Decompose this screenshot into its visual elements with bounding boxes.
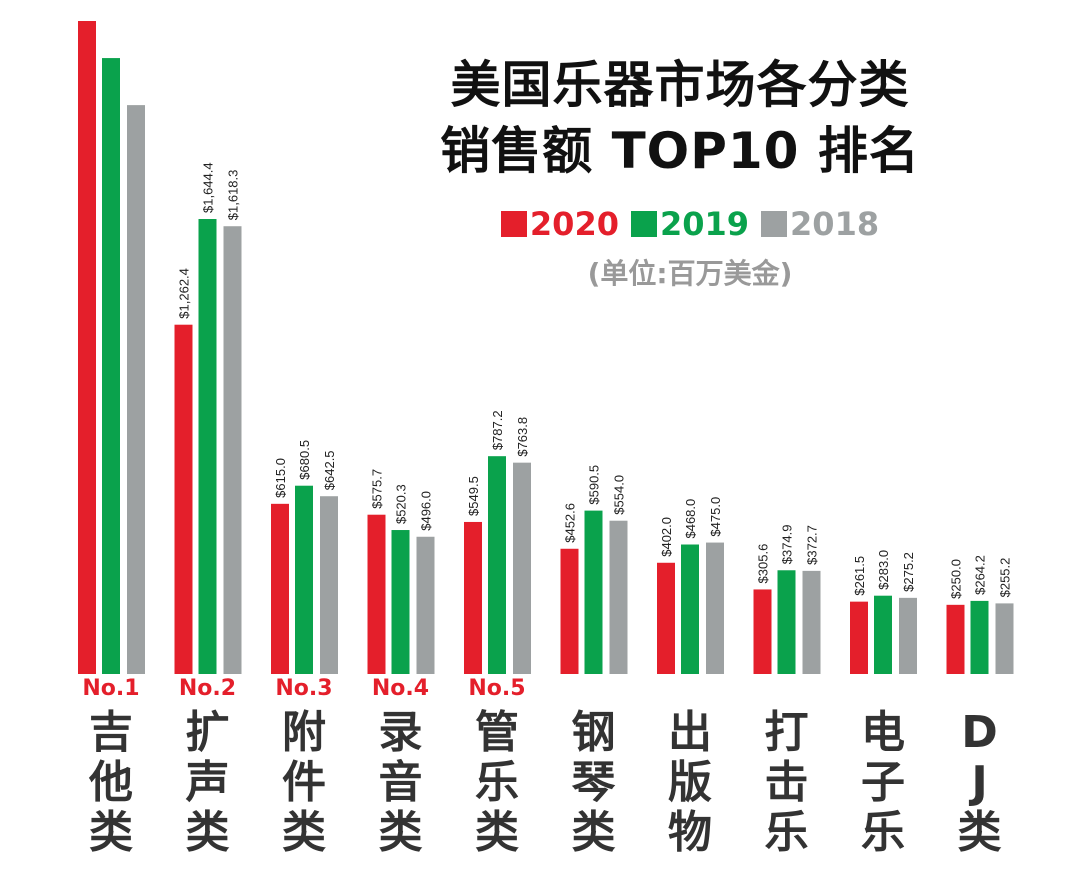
data-label: $590.5 <box>587 465 602 505</box>
rank-label: No.2 <box>178 676 237 701</box>
data-label: $255.2 <box>998 558 1013 598</box>
data-label: $402.0 <box>659 517 674 557</box>
bar-2018-2 <box>320 496 338 674</box>
bar-2018-6 <box>706 542 724 674</box>
bar-2019-4 <box>488 456 506 674</box>
bar-2019-3 <box>391 530 410 674</box>
bar-2020-2 <box>271 503 289 674</box>
data-label: $1,262.4 <box>177 268 192 319</box>
legend-item-2018: 2018 <box>761 205 879 243</box>
bar-2020-7 <box>753 589 772 674</box>
legend-swatch <box>500 211 527 237</box>
bar-2018-8 <box>899 597 917 674</box>
bar-2020-5 <box>560 548 579 674</box>
data-label: $468.0 <box>683 499 698 539</box>
bar-2020-8 <box>850 601 868 674</box>
bar-2019-1 <box>198 219 217 675</box>
data-label: $374.9 <box>780 525 795 565</box>
data-label: $554.0 <box>612 475 627 515</box>
legend-label: 2020 <box>529 205 619 243</box>
category-label: 吉他类 <box>89 707 133 858</box>
bar-2018-5 <box>609 520 628 674</box>
data-label: $1,644.4 <box>201 162 216 213</box>
bar-2019-0 <box>102 58 120 674</box>
data-label: $1,618.3 <box>226 170 241 221</box>
data-label: $261.5 <box>852 556 867 596</box>
bar-2020-1 <box>174 324 193 674</box>
bar-2018-3 <box>416 536 435 674</box>
rank-label: No.3 <box>275 676 333 701</box>
bar-2019-9 <box>970 600 989 674</box>
data-label: $763.8 <box>515 417 530 457</box>
rank-label: No.4 <box>371 676 430 701</box>
bar-2018-7 <box>802 570 821 674</box>
data-label: $264.2 <box>973 555 988 595</box>
data-label: $305.6 <box>756 544 771 584</box>
bar-2018-4 <box>513 462 531 674</box>
category-label: 扩声类 <box>185 707 230 858</box>
title-line-1: 美国乐器市场各分类 <box>450 56 910 114</box>
bar-2019-7 <box>777 570 796 674</box>
category-label: 附件类 <box>282 707 326 858</box>
data-label: $283.0 <box>876 550 891 590</box>
category-label: 录音类 <box>378 707 423 858</box>
bar-2020-4 <box>464 521 482 674</box>
bar-2019-2 <box>295 485 313 674</box>
category-label: 管乐类 <box>475 707 519 858</box>
data-label: $275.2 <box>901 552 916 592</box>
legend-swatch <box>630 211 657 237</box>
data-label: $520.3 <box>394 484 409 524</box>
title-line-2: 销售额 TOP10 排名 <box>440 122 920 180</box>
data-label: $615.0 <box>273 458 288 498</box>
bar-2020-3 <box>367 514 386 674</box>
legend-label: 2019 <box>659 205 750 243</box>
data-label: $475.0 <box>708 497 723 537</box>
rank-label: No.5 <box>468 676 526 701</box>
bar-2018-1 <box>223 226 242 675</box>
data-label: $575.7 <box>370 469 385 509</box>
legend-label: 2018 <box>790 205 880 243</box>
data-label: $496.0 <box>419 491 434 531</box>
bar-2019-8 <box>874 595 892 674</box>
category-label: 出版物 <box>668 707 712 858</box>
bar-2020-0 <box>78 21 96 674</box>
legend: 2020 2019 2018 <box>480 205 900 243</box>
bar-2020-6 <box>657 562 675 674</box>
data-label: $372.7 <box>805 525 820 565</box>
data-label: $549.5 <box>466 476 481 516</box>
bar-2018-9 <box>995 603 1014 674</box>
legend-item-2020: 2020 <box>500 205 619 243</box>
bar-2020-9 <box>946 604 965 674</box>
rank-label: No.1 <box>82 676 140 701</box>
bar-2019-5 <box>584 510 603 674</box>
data-label: $787.2 <box>490 410 505 450</box>
category-label: 电子乐 <box>861 707 905 858</box>
data-label: $250.0 <box>949 559 964 599</box>
unit-label: (单位:百万美金) <box>587 257 793 290</box>
category-label: 打击乐 <box>764 707 809 858</box>
data-label: $680.5 <box>297 440 312 480</box>
data-label: $642.5 <box>322 450 337 490</box>
legend-swatch <box>761 211 788 237</box>
data-label: $452.6 <box>563 503 578 543</box>
bar-2018-0 <box>127 105 145 675</box>
bar-2019-6 <box>681 544 699 674</box>
category-label: 钢琴类 <box>571 707 616 858</box>
legend-item-2019: 2019 <box>630 205 750 243</box>
chart-title: 美国乐器市场各分类 销售额 TOP10 排名 <box>400 52 960 184</box>
